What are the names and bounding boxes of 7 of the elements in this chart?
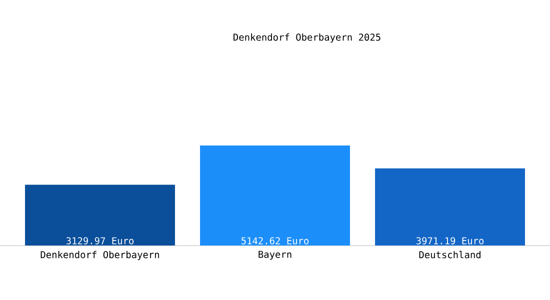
chart-title: Denkendorf Oberbayern 2025	[234, 33, 380, 43]
x-tick-label: Denkendorf Oberbayern	[40, 250, 159, 260]
data-label: 3971.19 Euro	[416, 237, 484, 244]
x-tick-label: Bayern	[258, 250, 292, 260]
x-tick-label: Deutschland	[419, 250, 480, 258]
data-label: 3129.97 Euro	[66, 237, 134, 244]
data-label: 5142.62 Euro	[241, 237, 309, 244]
